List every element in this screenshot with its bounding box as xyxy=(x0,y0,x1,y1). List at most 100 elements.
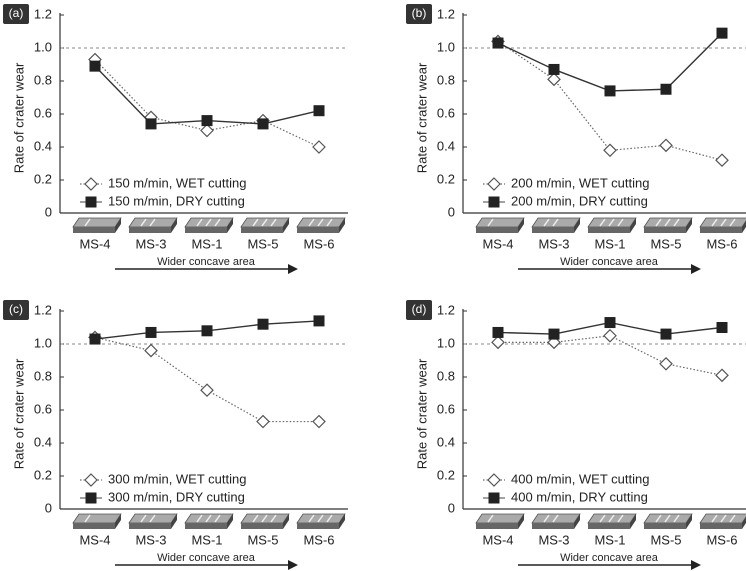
tool-groove xyxy=(140,218,147,227)
tool-groove xyxy=(308,218,315,227)
tool-icon xyxy=(72,513,122,529)
marker xyxy=(312,140,326,154)
y-tick-label: 0.8 xyxy=(34,368,52,383)
marker xyxy=(716,27,728,39)
tool-icon xyxy=(643,513,693,529)
tool-end xyxy=(115,218,121,233)
marker xyxy=(715,368,729,383)
y-tick-label: 1.0 xyxy=(34,39,52,54)
annotation: Wider concave area xyxy=(560,552,659,564)
marker xyxy=(85,196,97,208)
tool-side xyxy=(297,227,339,233)
marker xyxy=(659,356,673,371)
series-line xyxy=(94,336,319,423)
legend-label: 400 m/min, DRY cutting xyxy=(511,489,648,504)
marker xyxy=(89,333,101,345)
tool-side xyxy=(476,227,518,233)
y-tick-label: 1.0 xyxy=(437,335,455,350)
y-tick-label: 1.2 xyxy=(34,6,52,21)
y-tick-label: 0.6 xyxy=(34,401,52,416)
tool-groove xyxy=(317,514,324,523)
tool-end xyxy=(115,514,121,529)
x-tick-label: MS-6 xyxy=(303,236,334,251)
tool-groove xyxy=(308,514,315,523)
marker xyxy=(659,138,673,153)
tool-side xyxy=(73,523,115,529)
tool-end xyxy=(339,514,345,529)
arrow-head xyxy=(288,560,298,570)
tool-groove xyxy=(196,218,203,227)
tool-groove xyxy=(326,218,333,227)
y-axis-label: Rate of crater wear xyxy=(11,358,26,469)
marker xyxy=(201,325,213,337)
y-tick-label: 1.0 xyxy=(34,335,52,350)
tool-groove xyxy=(261,218,268,227)
x-tick-label: MS-4 xyxy=(482,236,513,251)
marker xyxy=(313,315,325,327)
tool-end xyxy=(171,514,177,529)
marker xyxy=(660,83,672,95)
tool-side xyxy=(588,227,630,233)
marker xyxy=(89,60,101,72)
y-tick-label: 0 xyxy=(448,204,455,219)
x-tick-label: MS-4 xyxy=(79,236,110,251)
marker xyxy=(604,317,616,329)
y-tick-label: 1.2 xyxy=(437,6,455,21)
tool-end xyxy=(283,218,289,233)
marker xyxy=(256,414,270,429)
tool-top xyxy=(475,217,525,228)
y-tick-label: 0 xyxy=(45,204,52,219)
tool-end xyxy=(574,218,580,233)
marker xyxy=(85,492,97,504)
y-tick-label: 0.4 xyxy=(34,434,52,449)
y-tick-label: 0.4 xyxy=(34,138,52,153)
y-tick-label: 0.6 xyxy=(437,401,455,416)
tool-groove xyxy=(149,514,156,523)
tool-groove xyxy=(720,218,727,227)
y-tick-label: 0.6 xyxy=(34,105,52,120)
tool-icon xyxy=(587,217,637,233)
tool-side xyxy=(185,523,227,529)
tool-groove xyxy=(664,218,671,227)
panel: (b) Rate of crater wear 0 0.2 0.4 0.6 0.8 1.0 1.… xyxy=(406,4,746,274)
y-tick-label: 0.2 xyxy=(34,171,52,186)
panel: (a) Rate of crater wear 0 0.2 0.4 0.6 0.8 1.0 1.… xyxy=(3,4,348,274)
tool-groove xyxy=(205,514,212,523)
y-tick-label: 0.8 xyxy=(437,72,455,87)
tool-icon xyxy=(699,513,746,529)
marker xyxy=(487,177,501,191)
x-tick-label: MS-5 xyxy=(247,532,278,547)
x-tick-label: MS-1 xyxy=(594,532,625,547)
y-tick-label: 0.2 xyxy=(437,171,455,186)
tool-groove xyxy=(543,218,550,227)
panel-label: (c) xyxy=(9,302,23,316)
tool-icon xyxy=(72,217,122,233)
y-axis-label: Rate of crater wear xyxy=(11,62,26,173)
tool-end xyxy=(742,517,746,529)
tool-side xyxy=(73,227,115,233)
tool-groove xyxy=(617,514,624,523)
tool-groove xyxy=(252,514,259,523)
marker xyxy=(313,105,325,117)
panel-label-box xyxy=(3,4,29,24)
tool-groove xyxy=(543,514,550,523)
tool-groove xyxy=(664,514,671,523)
tool-top xyxy=(72,513,122,524)
panel-label: (d) xyxy=(412,302,427,316)
marker xyxy=(716,322,728,333)
tool-side xyxy=(129,227,171,233)
tool-icon xyxy=(531,217,581,233)
tool-side xyxy=(644,523,686,529)
marker xyxy=(257,118,269,130)
tool-groove xyxy=(261,514,268,523)
x-tick-label: MS-4 xyxy=(79,532,110,547)
y-tick-label: 0.8 xyxy=(34,72,52,87)
marker xyxy=(257,318,269,330)
tool-groove xyxy=(673,514,680,523)
tool-groove xyxy=(599,514,606,523)
tool-groove xyxy=(205,218,212,227)
tool-icon xyxy=(128,513,178,529)
tool-groove xyxy=(326,514,333,523)
tool-side xyxy=(700,227,742,233)
x-tick-label: MS-5 xyxy=(650,236,681,251)
